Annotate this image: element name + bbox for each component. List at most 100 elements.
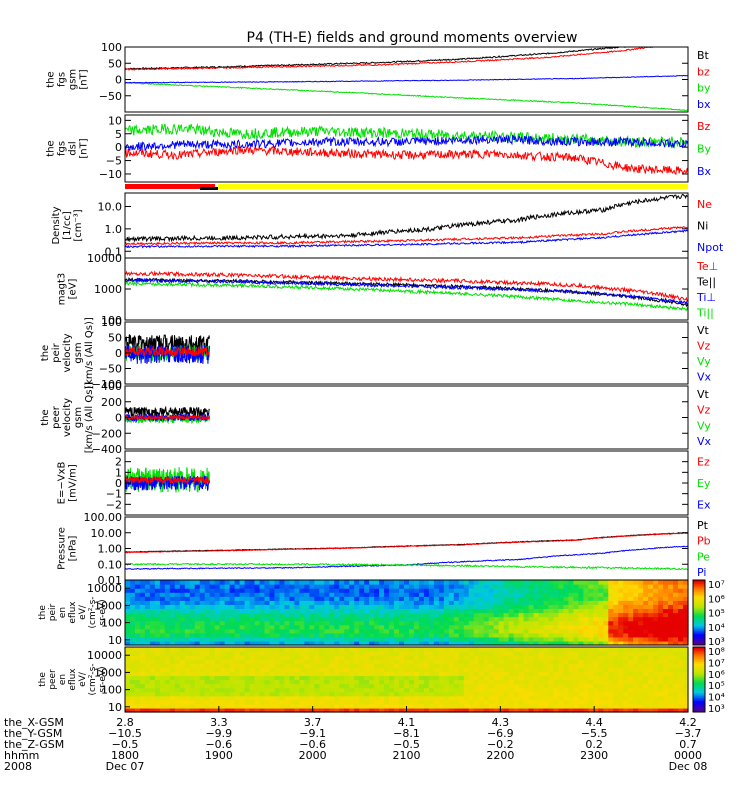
spectrogram-cell: [628, 695, 634, 701]
y-tick-label: 10.00: [91, 527, 123, 540]
spectrogram-cell: [468, 667, 475, 672]
spectrogram-cell: [134, 671, 141, 677]
spectrogram-cell: [299, 636, 305, 642]
spectrogram-cell: [239, 651, 246, 656]
spectrogram-cell: [374, 620, 380, 626]
spectrogram-cell: [658, 632, 664, 638]
spectrogram-cell: [523, 703, 530, 709]
spectrogram-cell: [394, 600, 400, 605]
spectrogram-cell: [234, 628, 241, 634]
spectrogram-cell: [468, 683, 475, 689]
spectrogram-cell: [663, 600, 669, 605]
spectrogram-cell: [204, 703, 211, 709]
spectrogram-cell: [264, 584, 271, 589]
spectrogram-cell: [164, 683, 171, 689]
spectrogram-cell: [149, 612, 156, 618]
spectrogram-cell: [204, 667, 211, 672]
spectrogram-cell: [139, 592, 146, 597]
spectrogram-cell: [578, 663, 584, 668]
spectrogram-cell: [613, 651, 619, 656]
spectrogram-cell: [468, 612, 475, 618]
spectrogram-cell: [144, 624, 151, 630]
spectrogram-cell: [543, 620, 550, 626]
spectrogram-cell: [229, 600, 236, 605]
spectrogram-cell: [658, 707, 664, 713]
spectrogram-cell: [658, 695, 664, 701]
spectrogram-cell: [354, 580, 360, 585]
spectrogram-cell: [543, 683, 550, 689]
spectrogram-cell: [224, 667, 231, 672]
spectrogram-cell: [179, 667, 186, 672]
spectrogram-cell: [673, 592, 679, 597]
spectrogram-cell: [623, 616, 629, 622]
spectrogram-cell: [334, 667, 340, 672]
spectrogram-cell: [234, 620, 241, 626]
colorbar-cell: [693, 700, 705, 703]
spectrogram-cell: [289, 636, 295, 642]
spectrogram-cell: [523, 691, 530, 697]
spectrogram-cell: [633, 651, 639, 656]
spectrogram-cell: [568, 659, 574, 664]
colorbar-label: 10⁷: [708, 580, 725, 591]
spectrogram-cell: [184, 667, 191, 672]
spectrogram-cell: [284, 691, 291, 697]
spectrogram-cell: [593, 695, 599, 701]
spectrogram-cell: [443, 640, 450, 646]
spectrogram-cell: [633, 604, 639, 610]
legend-Vx: Vx: [697, 370, 712, 383]
spectrogram-cell: [463, 620, 470, 626]
spectrogram-cell: [423, 687, 430, 693]
spectrogram-cell: [259, 683, 266, 689]
spectrogram-cell: [563, 636, 570, 642]
spectrogram-cell: [179, 628, 186, 634]
spectrogram-cell: [179, 683, 186, 689]
spectrogram-cell: [229, 695, 236, 701]
spectrogram-cell: [374, 596, 380, 601]
spectrogram-cell: [488, 636, 495, 642]
spectrogram-cell: [608, 632, 614, 638]
spectrogram-cell: [523, 584, 530, 589]
series-line-Bz: [125, 144, 688, 176]
spectrogram-cell: [683, 663, 689, 668]
spectrogram-cell: [558, 647, 565, 652]
spectrogram-cell: [673, 703, 679, 709]
spectrogram-cell: [189, 659, 196, 664]
spectrogram-cell: [224, 608, 231, 614]
spectrogram-cell: [394, 608, 400, 614]
spectrogram-cell: [204, 592, 211, 597]
spectrogram-cell: [199, 604, 206, 610]
spectrogram-cell: [269, 620, 276, 626]
spectrogram-cell: [194, 691, 201, 697]
spectrogram-cell: [598, 636, 604, 642]
spectrogram-cell: [264, 679, 271, 685]
spectrogram-cell: [364, 620, 370, 626]
spectrogram-cell: [334, 636, 340, 642]
spectrogram-cell: [319, 699, 325, 705]
spectrogram-cell: [643, 691, 649, 697]
spectrogram-cell: [279, 695, 286, 701]
spectrogram-cell: [339, 604, 345, 610]
spectrogram-cell: [623, 707, 629, 713]
x-tick-label: 2.8: [116, 716, 134, 729]
spectrogram-cell: [503, 612, 510, 618]
spectrogram-cell: [528, 632, 535, 638]
spectrogram-cell: [125, 640, 131, 646]
spectrogram-cell: [573, 647, 579, 652]
spectrogram-cell: [663, 683, 669, 689]
spectrogram-cell: [503, 695, 510, 701]
spectrogram-cell: [139, 632, 146, 638]
spectrogram-cell: [234, 683, 241, 689]
spectrogram-cell: [344, 683, 350, 689]
y-tick-label: 0.01: [98, 574, 123, 587]
spectrogram-cell: [483, 683, 490, 689]
spectrogram-cell: [478, 663, 485, 668]
colorbar-cell: [693, 668, 705, 671]
spectrogram-cell: [339, 683, 345, 689]
spectrogram-cell: [279, 691, 286, 697]
spectrogram-cell: [523, 596, 530, 601]
spectrogram-cell: [578, 588, 584, 593]
spectrogram-cell: [199, 584, 206, 589]
spectrogram-cell: [483, 584, 490, 589]
spectrogram-cell: [668, 671, 674, 677]
spectrogram-cell: [568, 604, 574, 610]
